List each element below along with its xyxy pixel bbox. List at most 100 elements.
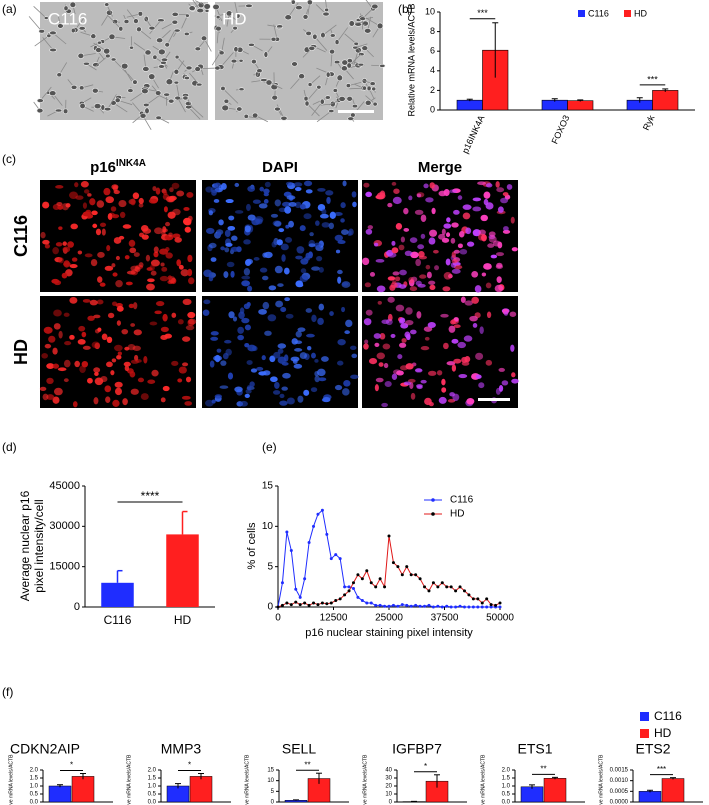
nucleus [91, 210, 98, 216]
cell [141, 88, 149, 95]
nucleus [130, 359, 139, 364]
cell [167, 98, 175, 104]
nucleus [419, 274, 427, 279]
bar [456, 99, 483, 111]
nucleus [167, 275, 173, 281]
nucleus [398, 244, 405, 251]
row-label: C116 [11, 215, 31, 257]
cell [171, 19, 179, 25]
cell [333, 60, 341, 65]
nucleus [280, 243, 289, 251]
marker [471, 597, 475, 601]
nucleus [465, 227, 472, 235]
image-label: HD [222, 9, 247, 28]
cell [212, 3, 220, 10]
y-tick-label: 0 [271, 800, 275, 805]
x-tick-label: 12500 [320, 613, 348, 624]
nucleus [462, 204, 472, 210]
nucleus [374, 342, 380, 347]
marker [343, 585, 347, 589]
nucleus [496, 262, 503, 268]
y-tick-label: 0.5 [502, 792, 511, 798]
nucleus [303, 180, 313, 187]
cell-process [113, 59, 128, 75]
nucleus [149, 264, 155, 271]
y-axis-label: pixel intensity/cell [32, 499, 46, 592]
nucleus [82, 345, 91, 350]
nucleus [155, 187, 161, 195]
cell [319, 98, 325, 105]
nucleus [420, 233, 426, 239]
nucleus [320, 213, 329, 219]
nucleus [363, 343, 369, 350]
nucleus [44, 243, 50, 249]
marker [312, 601, 316, 605]
nucleus [317, 187, 326, 192]
nucleus [383, 363, 389, 369]
nucleus [485, 359, 493, 366]
nucleus [107, 213, 113, 220]
nucleus [510, 216, 515, 224]
nucleus [117, 351, 123, 356]
nucleus [100, 376, 108, 383]
x-tick-label: 25000 [375, 613, 403, 624]
nucleus [364, 282, 372, 288]
significance-label: **** [141, 489, 160, 503]
cell [346, 62, 352, 69]
nucleus [341, 229, 349, 235]
nucleus [277, 348, 284, 354]
nucleus [414, 368, 423, 373]
nucleus [288, 201, 297, 207]
significance-label: ** [304, 760, 310, 769]
nucleus [277, 343, 287, 349]
nucleus [155, 300, 165, 307]
legend-label: HD [634, 8, 647, 18]
nucleus [43, 326, 53, 334]
nucleus [462, 212, 471, 220]
cell [56, 72, 62, 78]
legend-label: C116 [450, 495, 474, 506]
nucleus [83, 189, 90, 194]
nucleus [225, 199, 234, 204]
nucleus [46, 394, 55, 400]
nucleus [180, 269, 190, 277]
cell [221, 104, 229, 112]
chart-title: ETS1 [517, 741, 552, 757]
nucleus [478, 233, 486, 241]
cell [322, 11, 330, 17]
panel-letter: (d) [2, 440, 17, 454]
nucleus [401, 338, 407, 343]
nucleus [453, 209, 460, 215]
nucleus [469, 315, 478, 322]
y-tick-label: 0.0 [30, 800, 39, 805]
nucleus [114, 381, 123, 388]
nucleus [112, 399, 120, 407]
nucleus [224, 229, 231, 238]
nucleus [283, 354, 289, 362]
nucleus [314, 375, 320, 383]
marker [347, 585, 351, 589]
nucleus [420, 214, 427, 222]
cell [171, 11, 179, 17]
nucleus [340, 218, 345, 223]
cell [194, 66, 201, 72]
nucleus [410, 329, 417, 335]
cell [218, 50, 225, 56]
cell [238, 87, 245, 92]
cell [111, 19, 119, 25]
cell [93, 103, 102, 110]
cell [233, 46, 239, 53]
nucleus [69, 334, 75, 340]
nucleus [121, 328, 129, 335]
y-tick-label: 2 [430, 85, 435, 95]
cell [345, 83, 351, 88]
nucleus [450, 237, 456, 244]
x-tick-label: C116 [104, 613, 132, 627]
nucleus [152, 186, 157, 192]
marker [462, 589, 466, 593]
nucleus [220, 182, 227, 190]
nucleus [107, 312, 115, 319]
nucleus [414, 209, 424, 215]
nucleus [57, 367, 67, 372]
nucleus [376, 352, 386, 360]
